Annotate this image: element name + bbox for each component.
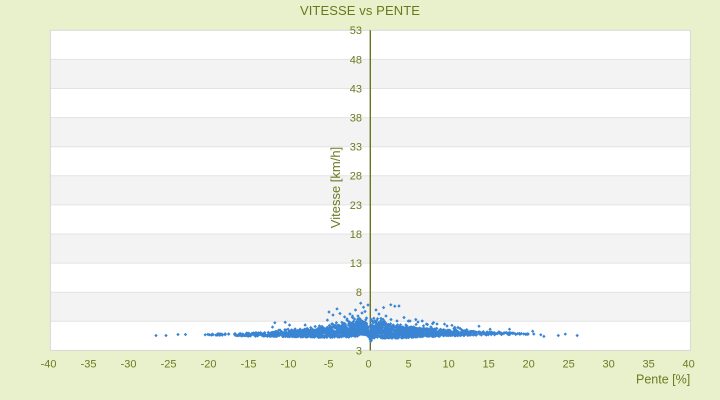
svg-text:8: 8 bbox=[356, 287, 362, 299]
svg-text:30: 30 bbox=[602, 358, 614, 370]
svg-text:38: 38 bbox=[350, 113, 362, 125]
svg-text:-15: -15 bbox=[241, 358, 257, 370]
svg-text:43: 43 bbox=[350, 83, 362, 95]
svg-text:VITESSE vs PENTE: VITESSE vs PENTE bbox=[300, 3, 420, 18]
svg-text:-40: -40 bbox=[41, 358, 57, 370]
svg-text:53: 53 bbox=[350, 25, 362, 37]
svg-text:0: 0 bbox=[366, 358, 372, 370]
svg-text:40: 40 bbox=[682, 358, 694, 370]
svg-text:18: 18 bbox=[350, 229, 362, 241]
svg-text:28: 28 bbox=[350, 171, 362, 183]
svg-text:-25: -25 bbox=[161, 358, 177, 370]
svg-text:10: 10 bbox=[442, 358, 454, 370]
svg-text:5: 5 bbox=[406, 358, 412, 370]
svg-text:25: 25 bbox=[562, 358, 574, 370]
svg-text:20: 20 bbox=[522, 358, 534, 370]
svg-text:23: 23 bbox=[350, 200, 362, 212]
svg-text:-35: -35 bbox=[81, 358, 97, 370]
svg-text:-20: -20 bbox=[201, 358, 217, 370]
svg-text:Pente [%]: Pente [%] bbox=[636, 373, 690, 387]
svg-text:3: 3 bbox=[356, 345, 362, 357]
svg-text:-5: -5 bbox=[324, 358, 334, 370]
svg-text:13: 13 bbox=[350, 258, 362, 270]
svg-text:Vitesse [km/h]: Vitesse [km/h] bbox=[328, 147, 343, 228]
svg-text:35: 35 bbox=[642, 358, 654, 370]
svg-text:33: 33 bbox=[350, 142, 362, 154]
svg-text:48: 48 bbox=[350, 54, 362, 66]
svg-text:-30: -30 bbox=[121, 358, 137, 370]
svg-text:-10: -10 bbox=[281, 358, 297, 370]
svg-text:15: 15 bbox=[482, 358, 494, 370]
